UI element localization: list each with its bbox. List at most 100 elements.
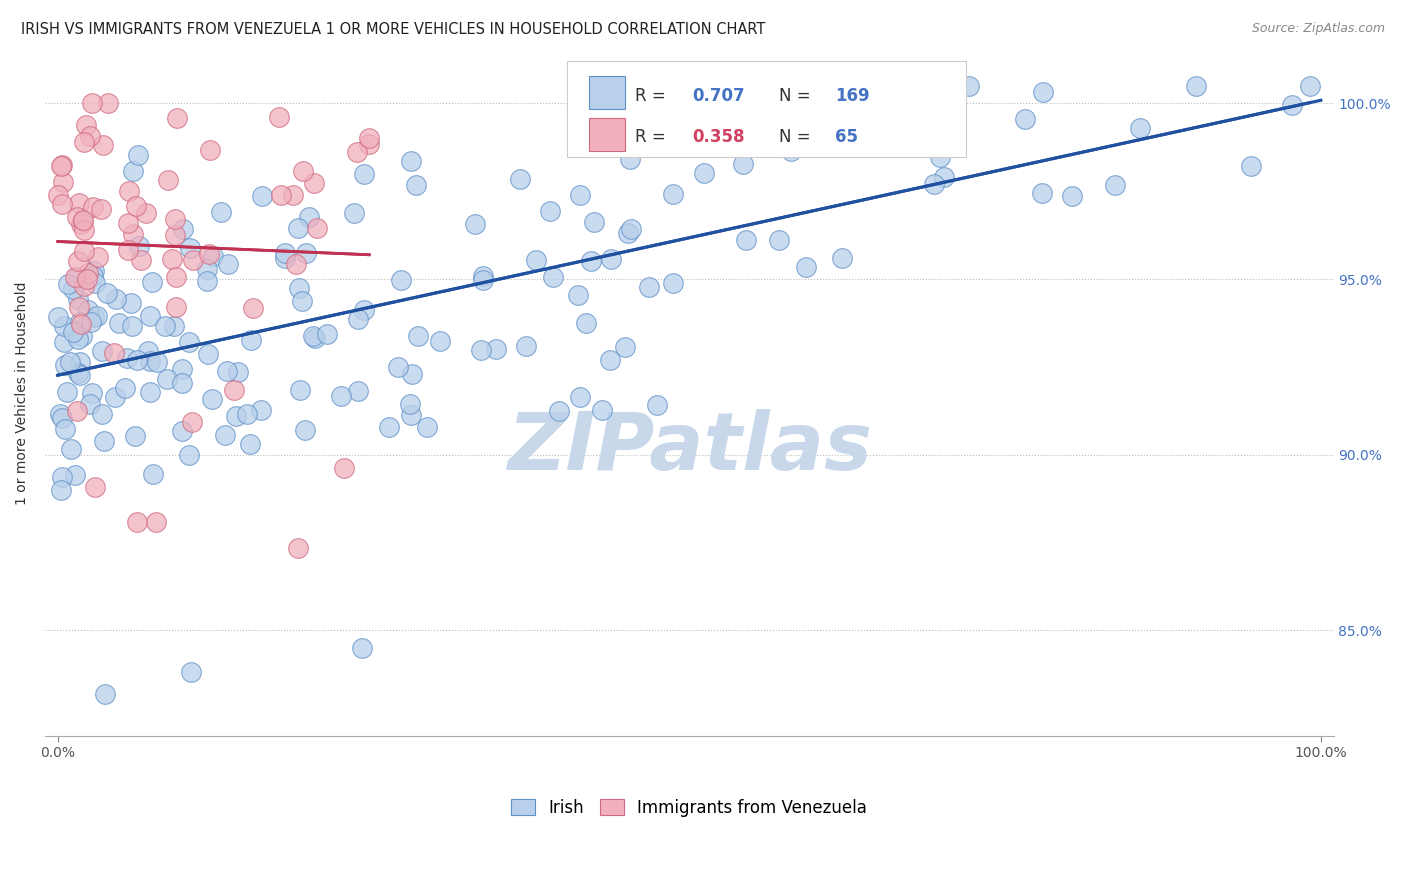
Point <box>51 470 73 484</box>
Point <box>399 397 422 411</box>
Point <box>172 222 194 236</box>
Point <box>79 129 101 144</box>
Point <box>794 260 817 274</box>
Point <box>222 383 245 397</box>
Point <box>661 187 683 202</box>
Text: 65: 65 <box>835 128 858 146</box>
Point <box>343 206 366 220</box>
Point <box>177 448 200 462</box>
Text: 0.358: 0.358 <box>692 128 744 146</box>
Point <box>177 335 200 350</box>
Point <box>472 269 495 284</box>
Point <box>195 274 218 288</box>
Point <box>239 437 262 451</box>
Point <box>120 295 142 310</box>
Point <box>217 257 239 271</box>
Point <box>82 269 104 284</box>
Point <box>274 245 297 260</box>
Point <box>350 640 373 655</box>
Point <box>693 166 716 180</box>
Point <box>768 233 790 247</box>
Point <box>399 408 422 422</box>
Point <box>617 226 640 240</box>
Point <box>86 309 108 323</box>
Text: N =: N = <box>779 87 817 104</box>
Point <box>170 424 193 438</box>
Point <box>69 300 91 314</box>
Point <box>72 212 94 227</box>
Point <box>1032 85 1054 99</box>
Point <box>69 317 91 331</box>
Point <box>281 187 304 202</box>
Point <box>51 411 73 425</box>
Point <box>932 170 955 185</box>
Point <box>172 376 194 390</box>
Point <box>66 404 89 418</box>
Bar <box>589 76 624 109</box>
Point <box>180 415 202 429</box>
Point <box>73 223 96 237</box>
Text: 169: 169 <box>835 87 869 104</box>
Point <box>742 78 765 93</box>
Point <box>928 150 950 164</box>
Point <box>67 366 90 380</box>
Point <box>202 249 225 263</box>
Text: 0.707: 0.707 <box>692 87 744 104</box>
Point <box>67 332 90 346</box>
Point <box>163 318 186 333</box>
Point <box>620 222 643 236</box>
Point <box>49 159 72 173</box>
Point <box>163 212 186 227</box>
Point <box>121 164 143 178</box>
Point <box>250 403 273 417</box>
Point <box>201 392 224 406</box>
Point <box>198 143 221 157</box>
Point <box>76 272 98 286</box>
Point <box>82 385 104 400</box>
Point <box>270 188 292 202</box>
Point <box>274 252 297 266</box>
Point <box>1031 186 1053 200</box>
Point <box>117 217 139 231</box>
Point <box>568 188 591 202</box>
Point <box>157 173 180 187</box>
Point <box>391 273 413 287</box>
Point <box>307 221 329 235</box>
Point <box>538 203 561 218</box>
Point <box>66 254 89 268</box>
Point <box>731 156 754 170</box>
Point <box>226 365 249 379</box>
Point <box>62 282 84 296</box>
Point <box>146 355 169 369</box>
Point <box>1129 120 1152 135</box>
Point <box>139 309 162 323</box>
Point <box>1062 189 1084 203</box>
Point <box>80 315 103 329</box>
Point <box>333 461 356 475</box>
Point <box>638 280 661 294</box>
Point <box>292 164 315 178</box>
Point <box>63 468 86 483</box>
Point <box>287 221 309 235</box>
Point <box>180 665 202 680</box>
Point <box>83 264 105 278</box>
Point <box>470 343 492 357</box>
Point <box>117 243 139 257</box>
Point <box>780 144 803 158</box>
Point <box>153 319 176 334</box>
Bar <box>589 118 624 151</box>
Point <box>416 419 439 434</box>
Point <box>51 158 73 172</box>
Point <box>75 119 97 133</box>
Point <box>387 359 409 374</box>
Point <box>73 244 96 258</box>
Point <box>76 302 98 317</box>
Point <box>298 211 321 225</box>
Point <box>1185 79 1208 94</box>
Point <box>141 275 163 289</box>
Point <box>575 317 598 331</box>
Point <box>69 368 91 383</box>
Point <box>209 204 232 219</box>
Point <box>125 199 148 213</box>
Point <box>117 184 139 198</box>
